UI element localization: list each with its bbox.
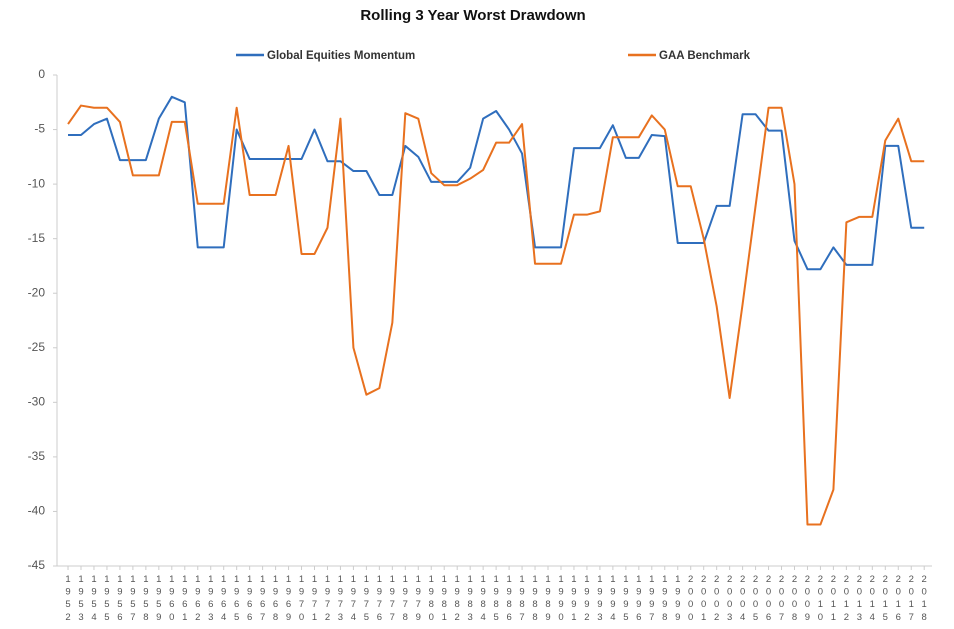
x-tick-label: 1976 bbox=[374, 574, 385, 624]
series-line bbox=[67, 104, 925, 526]
chart-title: Rolling 3 Year Worst Drawdown bbox=[360, 7, 585, 24]
x-tick-label: 1956 bbox=[114, 574, 125, 624]
x-tick-label: 1966 bbox=[244, 574, 255, 624]
x-tick-label: 1984 bbox=[478, 574, 489, 624]
x-tick-label: 1958 bbox=[140, 574, 151, 624]
y-tick-label: -40 bbox=[28, 504, 46, 518]
x-tick-label: 2013 bbox=[854, 574, 865, 624]
x-tick-label: 1986 bbox=[504, 574, 515, 624]
x-tick-label: 2017 bbox=[906, 574, 917, 624]
x-tick-label: 1995 bbox=[620, 574, 631, 624]
legend-label: GAA Benchmark bbox=[659, 50, 751, 62]
x-tick-label: 1991 bbox=[568, 574, 579, 624]
x-tick-label: 1953 bbox=[75, 574, 86, 624]
x-tick-label: 1983 bbox=[465, 574, 476, 624]
x-tick-label: 1985 bbox=[491, 574, 502, 624]
x-tick-label: 1970 bbox=[296, 574, 307, 624]
x-tick-label: 1987 bbox=[517, 574, 528, 624]
x-tick-label: 1994 bbox=[607, 574, 618, 624]
x-tick-label: 1954 bbox=[88, 574, 99, 624]
x-tick-label: 1959 bbox=[153, 574, 164, 624]
y-tick-label: -15 bbox=[28, 231, 46, 245]
x-tick-label: 1977 bbox=[387, 574, 398, 624]
y-tick-label: -35 bbox=[28, 449, 46, 463]
x-tick-label: 1973 bbox=[335, 574, 346, 624]
x-tick-label: 2001 bbox=[698, 574, 709, 624]
y-tick-label: 0 bbox=[38, 67, 45, 81]
x-tick-label: 1952 bbox=[63, 574, 74, 624]
x-tick-label: 1990 bbox=[555, 574, 566, 624]
x-tick-label: 1975 bbox=[361, 574, 372, 624]
x-tick-label: 2006 bbox=[763, 574, 774, 624]
x-tick-label: 1992 bbox=[581, 574, 592, 624]
x-tick-label: 2004 bbox=[737, 574, 748, 624]
x-tick-label: 1999 bbox=[672, 574, 683, 624]
x-tick-label: 1979 bbox=[413, 574, 424, 624]
x-tick-label: 1964 bbox=[218, 574, 229, 624]
y-tick-label: -45 bbox=[28, 558, 46, 572]
x-tick-label: 2005 bbox=[750, 574, 761, 624]
x-tick-label: 1968 bbox=[270, 574, 281, 624]
x-tick-label: 1989 bbox=[543, 574, 554, 624]
x-tick-label: 1962 bbox=[192, 574, 203, 624]
x-tick-label: 2000 bbox=[685, 574, 696, 624]
y-tick-label: -20 bbox=[28, 285, 46, 299]
x-tick-label: 1967 bbox=[257, 574, 268, 624]
legend-label: Global Equities Momentum bbox=[267, 50, 415, 62]
x-tick-label: 1998 bbox=[659, 574, 670, 624]
x-tick-label: 2002 bbox=[711, 574, 722, 624]
x-tick-label: 1974 bbox=[348, 574, 359, 624]
x-tick-label: 1963 bbox=[205, 574, 216, 624]
x-tick-label: 1955 bbox=[101, 574, 112, 624]
x-tick-label: 1981 bbox=[439, 574, 450, 624]
x-tick-label: 1971 bbox=[309, 574, 320, 624]
x-tick-label: 1961 bbox=[179, 574, 190, 624]
x-tick-label: 2012 bbox=[841, 574, 852, 624]
x-tick-label: 2007 bbox=[776, 574, 787, 624]
x-tick-label: 1965 bbox=[231, 574, 242, 624]
y-tick-label: -10 bbox=[28, 176, 46, 190]
x-tick-label: 2009 bbox=[802, 574, 813, 624]
x-tick-label: 2018 bbox=[919, 574, 930, 624]
y-tick-label: -30 bbox=[28, 395, 46, 409]
x-tick-label: 2016 bbox=[893, 574, 904, 624]
y-tick-label: -5 bbox=[34, 122, 45, 136]
x-tick-label: 1993 bbox=[594, 574, 605, 624]
x-tick-label: 2015 bbox=[880, 574, 891, 624]
x-tick-label: 1980 bbox=[426, 574, 437, 624]
x-tick-label: 1969 bbox=[283, 574, 294, 624]
x-tick-label: 2008 bbox=[789, 574, 800, 624]
x-tick-label: 1978 bbox=[400, 574, 411, 624]
x-tick-label: 1957 bbox=[127, 574, 138, 624]
x-tick-label: 1988 bbox=[530, 574, 541, 624]
x-tick-label: 1972 bbox=[322, 574, 333, 624]
x-tick-label: 2003 bbox=[724, 574, 735, 624]
x-tick-label: 1960 bbox=[166, 574, 177, 624]
x-tick-label: 1996 bbox=[633, 574, 644, 624]
y-tick-label: -25 bbox=[28, 340, 46, 354]
x-tick-label: 1982 bbox=[452, 574, 463, 624]
series-line bbox=[68, 95, 925, 271]
x-tick-label: 2010 bbox=[815, 574, 826, 624]
x-tick-label: 2011 bbox=[828, 574, 839, 624]
x-tick-label: 2014 bbox=[867, 574, 878, 624]
x-tick-label: 1997 bbox=[646, 574, 657, 624]
